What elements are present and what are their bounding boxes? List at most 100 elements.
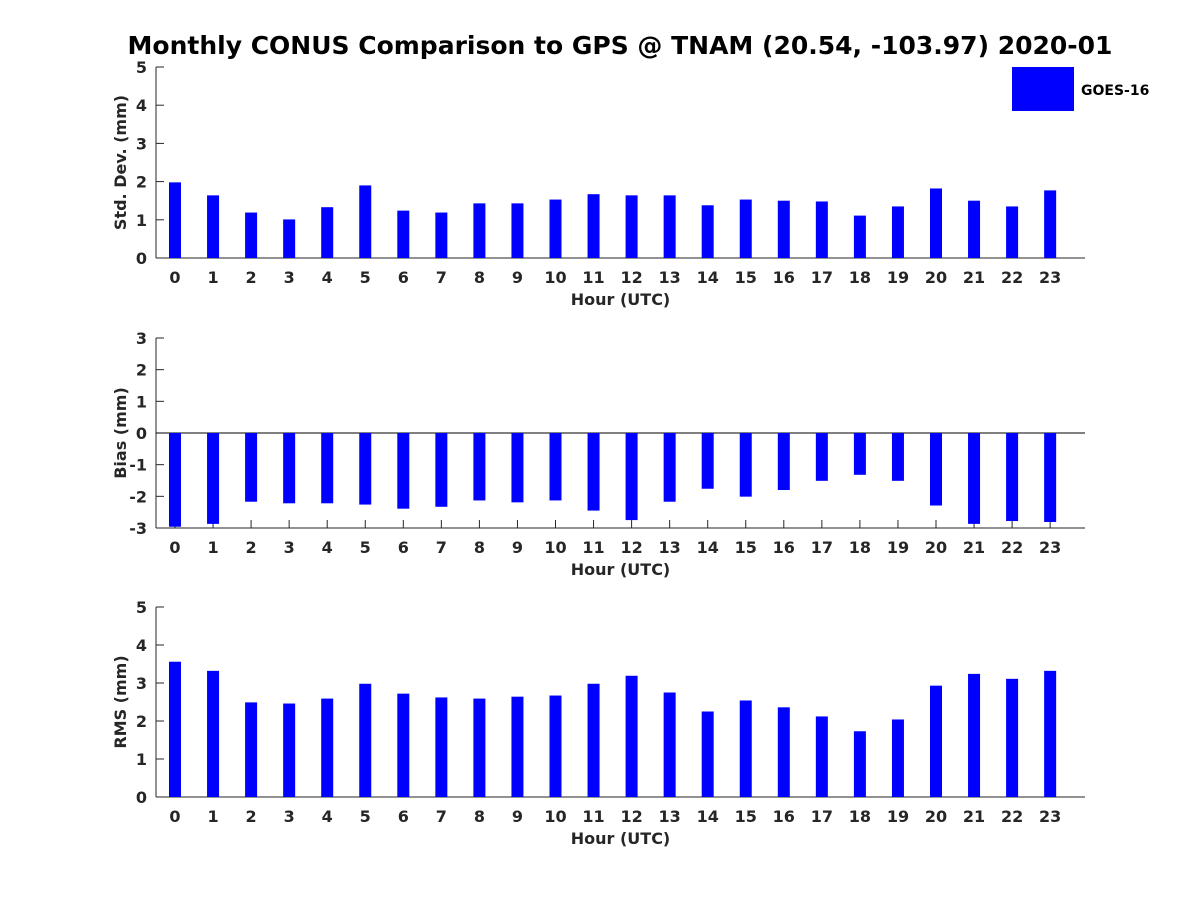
bias-bar-hour-11	[587, 433, 600, 511]
rms-bar-hour-18	[853, 731, 866, 797]
bias-y-tick-label: 0	[136, 424, 147, 443]
std-dev-bar-hour-4	[321, 207, 334, 258]
std-dev-x-tick-label: 21	[963, 268, 985, 287]
bias-bar-hour-10	[549, 433, 562, 501]
std-dev-bar-hour-1	[207, 195, 220, 258]
std-dev-x-tick-label: 5	[360, 268, 371, 287]
rms-y-tick-label: 1	[136, 750, 147, 769]
std-dev-bar-hour-7	[435, 212, 448, 258]
rms-bar-hour-19	[891, 719, 904, 797]
bias-x-tick-label: 5	[360, 538, 371, 557]
std-dev-x-tick-label: 11	[582, 268, 604, 287]
std-dev-x-tick-label: 22	[1001, 268, 1023, 287]
bias-x-label: Hour (UTC)	[571, 560, 671, 579]
legend: GOES-16	[1012, 67, 1149, 111]
std-dev-x-tick-label: 17	[811, 268, 833, 287]
std-dev-x-tick-label: 0	[169, 268, 180, 287]
rms-bar-hour-17	[815, 716, 828, 797]
bias-x-tick-label: 2	[246, 538, 257, 557]
rms-x-tick-label: 18	[849, 807, 871, 826]
std-dev-bar-hour-2	[245, 212, 258, 258]
rms-bar-hour-23	[1044, 670, 1057, 797]
rms-x-tick-label: 6	[398, 807, 409, 826]
rms-bar-hour-20	[930, 685, 942, 797]
std-dev-bar-hour-9	[511, 203, 524, 258]
bias-x-tick-label: 17	[811, 538, 833, 557]
bias-bar-hour-15	[739, 433, 752, 497]
bias-bar-hour-20	[930, 433, 942, 506]
rms-bar-hour-7	[435, 697, 448, 797]
bias-bar-hour-13	[663, 433, 676, 502]
rms-x-tick-label: 3	[284, 807, 295, 826]
rms-x-tick-label: 21	[963, 807, 985, 826]
std-dev-x-tick-label: 18	[849, 268, 871, 287]
bias-x-tick-label: 21	[963, 538, 985, 557]
bias-x-tick-label: 13	[659, 538, 681, 557]
bias-x-tick-label: 10	[544, 538, 566, 557]
bias-y-tick-label: -2	[129, 487, 147, 506]
bias-x-tick-label: 16	[773, 538, 795, 557]
bias-x-tick-label: 20	[925, 538, 947, 557]
bias-x-tick-label: 1	[207, 538, 218, 557]
bias-x-tick-label: 6	[398, 538, 409, 557]
std-dev-bar-hour-5	[359, 185, 372, 258]
bias-y-tick-label: -3	[129, 519, 147, 538]
rms-bar-hour-3	[283, 703, 296, 797]
std-dev-bar-hour-18	[853, 215, 866, 258]
rms-bar-hour-12	[625, 675, 638, 797]
rms-bar-hour-21	[968, 673, 981, 797]
std-dev-y-label: Std. Dev. (mm)	[111, 95, 130, 230]
bias-x-tick-label: 7	[436, 538, 447, 557]
rms-x-tick-label: 22	[1001, 807, 1023, 826]
rms-bar-hour-14	[701, 711, 714, 797]
rms-bar-hour-8	[473, 698, 486, 797]
rms-x-tick-label: 14	[697, 807, 719, 826]
rms-y-tick-label: 0	[136, 788, 147, 807]
rms-bar-hour-13	[663, 692, 676, 797]
std-dev-y-tick-label: 5	[136, 58, 147, 77]
rms-x-tick-label: 2	[246, 807, 257, 826]
std-dev-bar-hour-17	[815, 201, 828, 258]
bias-x-tick-label: 3	[284, 538, 295, 557]
rms-y-tick-label: 4	[136, 636, 147, 655]
std-dev-x-tick-label: 23	[1039, 268, 1061, 287]
bias-x-tick-label: 14	[697, 538, 719, 557]
rms-bar-hour-5	[359, 683, 372, 797]
std-dev-x-tick-label: 15	[735, 268, 757, 287]
chart-title: Monthly CONUS Comparison to GPS @ TNAM (…	[128, 31, 1113, 60]
rms-bar-hour-9	[511, 696, 524, 797]
std-dev-x-tick-label: 4	[322, 268, 333, 287]
bias-bar-hour-22	[1006, 433, 1019, 522]
rms-x-tick-label: 20	[925, 807, 947, 826]
std-dev-x-tick-label: 1	[207, 268, 218, 287]
bias-bar-hour-7	[435, 433, 448, 507]
std-dev-x-tick-label: 12	[620, 268, 642, 287]
std-dev-y-tick-label: 2	[136, 173, 147, 192]
bias-bar-hour-16	[777, 433, 790, 490]
rms-x-tick-label: 8	[474, 807, 485, 826]
rms-x-tick-label: 7	[436, 807, 447, 826]
std-dev-bar-hour-21	[968, 200, 981, 258]
bias-y-tick-label: 2	[136, 361, 147, 380]
rms-y-tick-label: 3	[136, 674, 147, 693]
rms-x-tick-label: 9	[512, 807, 523, 826]
bias-bar-hour-21	[968, 433, 981, 524]
rms-bar-hour-16	[777, 707, 790, 797]
rms-bar-hour-2	[245, 702, 258, 797]
std-dev-y-tick-label: 3	[136, 134, 147, 153]
std-dev-x-tick-label: 13	[659, 268, 681, 287]
bias-bar-hour-9	[511, 433, 524, 503]
bias-x-tick-label: 0	[169, 538, 180, 557]
bias-x-tick-label: 18	[849, 538, 871, 557]
std-dev-x-tick-label: 7	[436, 268, 447, 287]
bias-bar-hour-19	[891, 433, 904, 481]
bias-x-tick-label: 11	[582, 538, 604, 557]
std-dev-bar-hour-10	[549, 199, 562, 258]
bias-x-tick-label: 15	[735, 538, 757, 557]
std-dev-x-tick-label: 20	[925, 268, 947, 287]
std-dev-bar-hour-22	[1006, 206, 1019, 258]
std-dev-bar-hour-23	[1044, 190, 1057, 258]
